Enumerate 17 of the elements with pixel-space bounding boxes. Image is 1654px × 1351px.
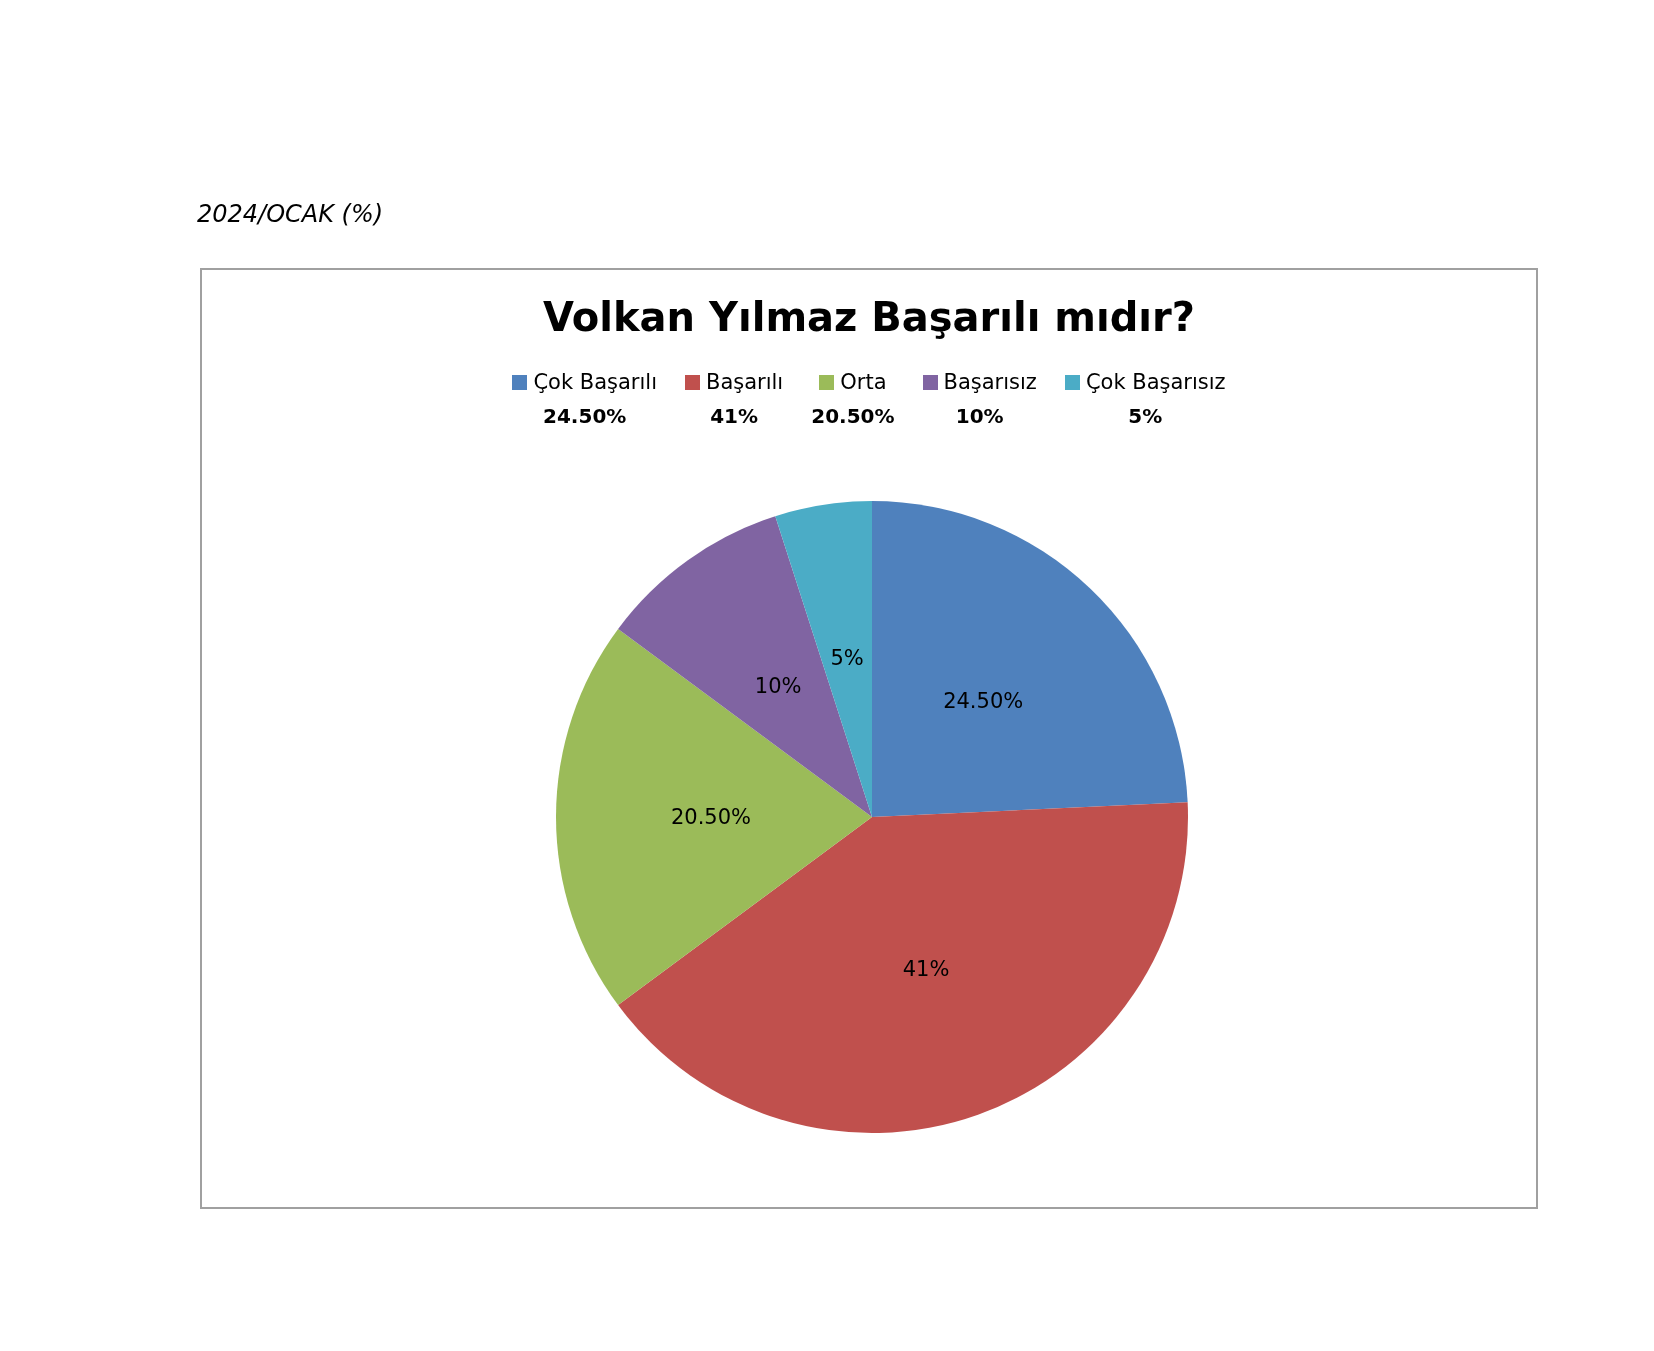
legend-label: Başarılı: [705, 370, 784, 394]
text: 10%: [955, 404, 1004, 428]
data-label: 20.50%: [670, 805, 752, 829]
text: 24.50%: [543, 404, 627, 428]
data-label: 41%: [902, 956, 950, 981]
legend-label: Orta: [840, 370, 887, 394]
data-label: 5%: [830, 645, 864, 670]
text: 5%: [1128, 404, 1163, 428]
text: 20.50%: [811, 404, 895, 428]
text: 41%: [710, 404, 759, 428]
data-label: 24.50%: [943, 688, 1024, 713]
chart-title: Volkan Yılmaz Başarılı mıdır?: [543, 294, 1195, 340]
legend-label: Başarısız: [943, 370, 1037, 394]
legend-label: Çok Başarısız: [1085, 370, 1226, 394]
data-label: 10%: [754, 674, 802, 699]
legend-label: Çok Başarılı: [533, 370, 657, 394]
text: 2024/OCAK (%): [197, 200, 384, 228]
